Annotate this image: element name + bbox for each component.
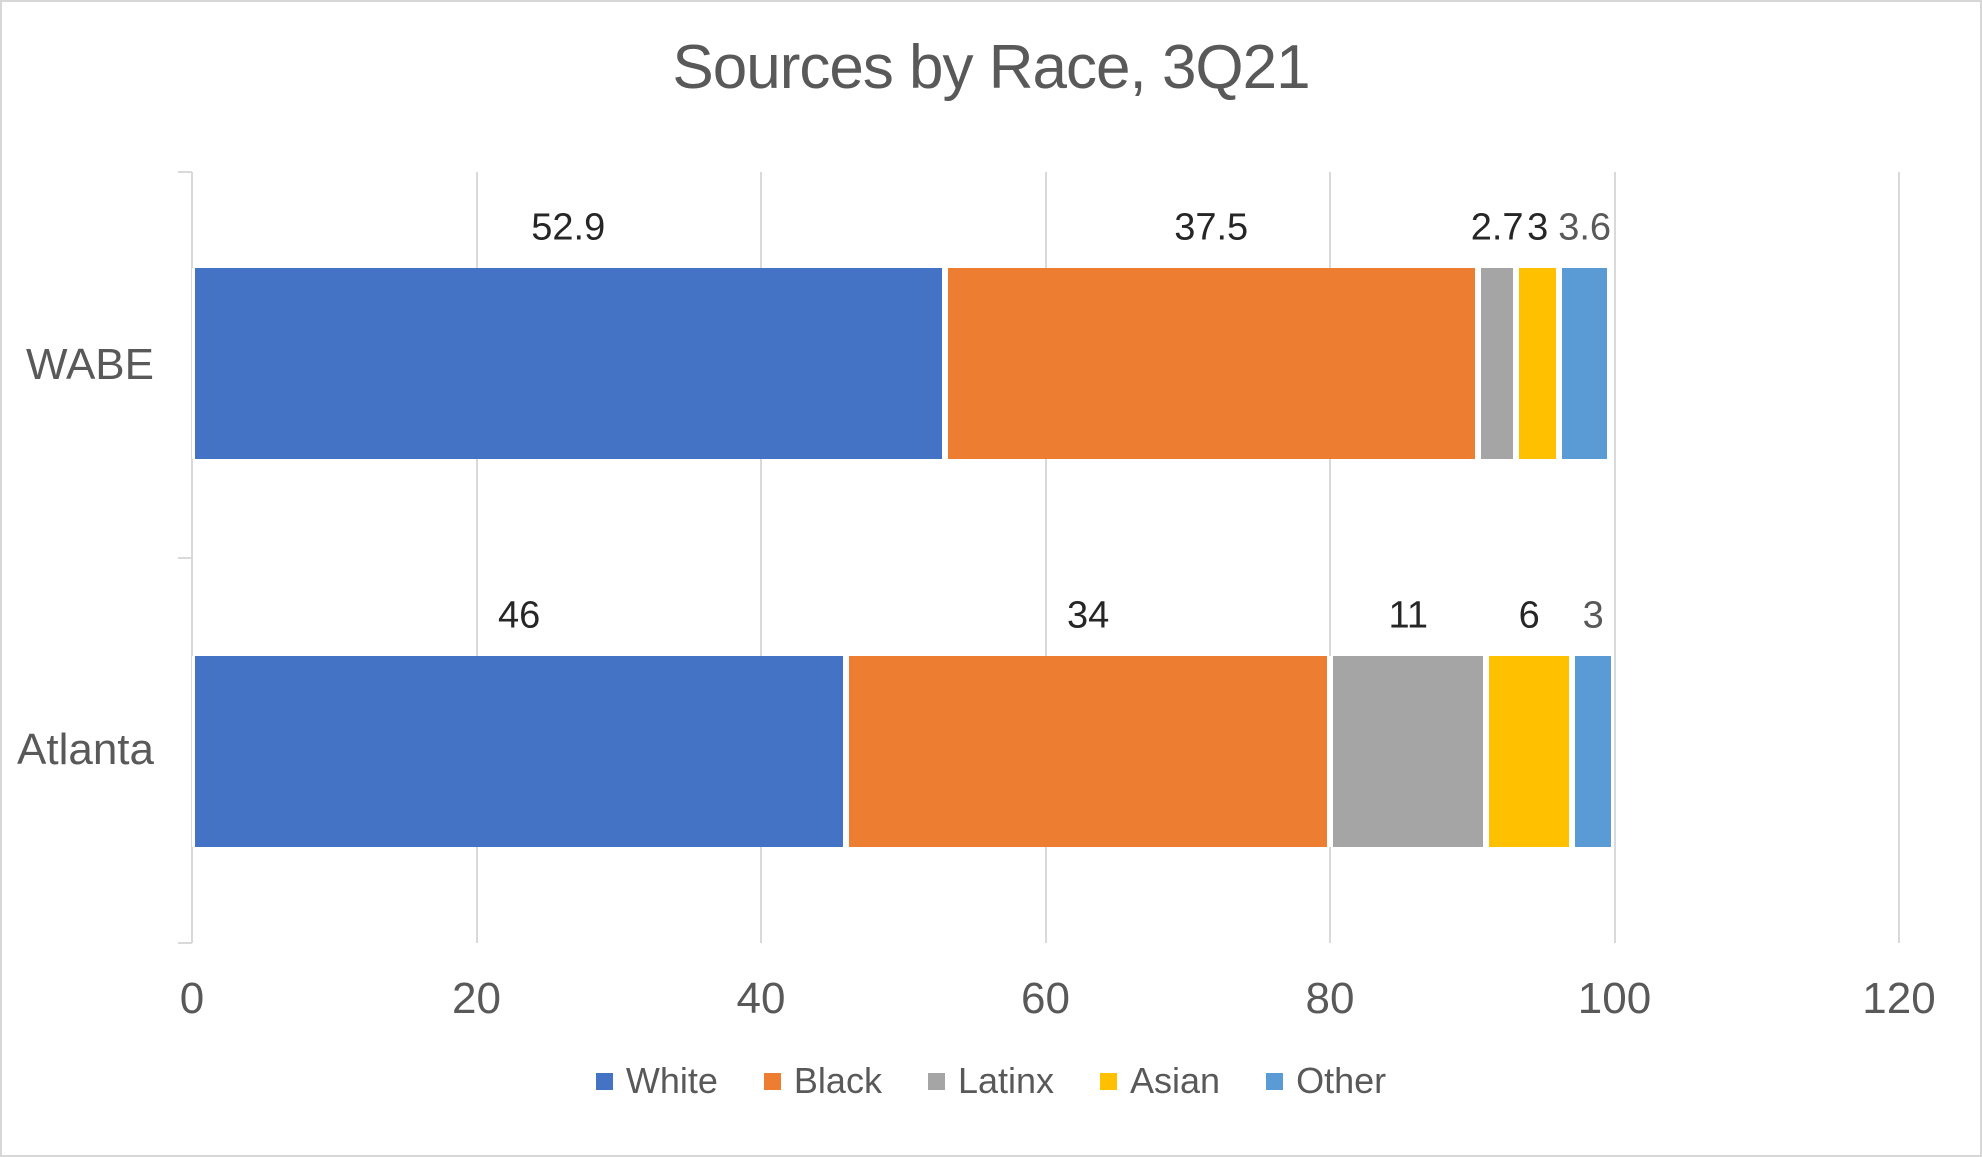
gridline: [1898, 172, 1900, 943]
data-label-white: 46: [498, 594, 541, 637]
bar-segment-latinx: [1477, 268, 1517, 459]
legend-marker-icon: [1100, 1072, 1118, 1090]
data-label-other: 3: [1582, 594, 1604, 637]
bar-row-wabe: [192, 268, 1611, 459]
bar-segment-white: [192, 656, 847, 847]
legend: White Black Latinx Asian Other: [2, 1060, 1980, 1102]
x-tick-label: 120: [1862, 974, 1936, 1023]
gridline: [760, 172, 762, 943]
legend-item-other: Other: [1266, 1060, 1386, 1102]
data-label-latinx: 11: [1388, 594, 1428, 637]
bar-segment-black: [944, 268, 1478, 459]
legend-label: Black: [793, 1060, 882, 1101]
data-label-black: 37.5: [1174, 206, 1249, 249]
data-label-asian: 6: [1518, 594, 1540, 637]
gridline: [1613, 172, 1616, 943]
chart-title: Sources by Race, 3Q21: [672, 33, 1310, 102]
gridline: [1044, 172, 1047, 943]
x-tick-label: 60: [1021, 974, 1070, 1023]
bar-row-atlanta: [192, 656, 1615, 847]
value-axis-line: [191, 172, 193, 943]
x-tick-label: 20: [452, 974, 501, 1023]
bar-segment-other: [1571, 656, 1615, 847]
axis-tick: [178, 171, 192, 173]
axis-tick: [178, 556, 192, 559]
x-tick-label: 40: [736, 974, 786, 1023]
bar-segment-asian: [1486, 656, 1572, 847]
legend-marker-icon: [763, 1072, 781, 1090]
legend-marker-icon: [595, 1072, 613, 1090]
data-label-black: 34: [1067, 594, 1110, 637]
category-label-wabe: WABE: [26, 339, 154, 389]
legend-label: White: [625, 1060, 718, 1101]
legend-marker-icon: [927, 1072, 945, 1090]
legend-marker-icon: [1266, 1072, 1284, 1090]
bar-segment-asian: [1516, 268, 1560, 459]
gridline: [475, 172, 478, 943]
legend-label: Latinx: [957, 1060, 1055, 1101]
legend-item-white: White: [595, 1060, 718, 1102]
legend-item-asian: Asian: [1100, 1060, 1220, 1102]
data-label-latinx: 2.7: [1470, 206, 1524, 249]
bar-segment-black: [846, 656, 1330, 847]
data-label-other: 3.6: [1558, 206, 1612, 249]
category-label-atlanta: Atlanta: [17, 725, 154, 775]
legend-item-black: Black: [763, 1060, 882, 1102]
gridline: [1329, 172, 1331, 943]
data-label-asian: 3: [1527, 206, 1549, 249]
axis-tick: [178, 942, 192, 944]
legend-label: Asian: [1130, 1060, 1221, 1101]
plot-area: 52.9 37.5 2.7 3 3.6 46 34 11 6 3: [178, 171, 1900, 944]
x-tick-label: 0: [179, 974, 205, 1023]
bar-segment-other: [1559, 268, 1611, 459]
bar-segment-latinx: [1329, 656, 1487, 847]
bar-segment-white: [192, 268, 945, 459]
data-label-white: 52.9: [531, 206, 606, 249]
legend-label: Other: [1296, 1060, 1387, 1101]
x-tick-label: 100: [1577, 974, 1652, 1023]
x-tick-label: 80: [1305, 974, 1355, 1023]
legend-item-latinx: Latinx: [927, 1060, 1055, 1102]
